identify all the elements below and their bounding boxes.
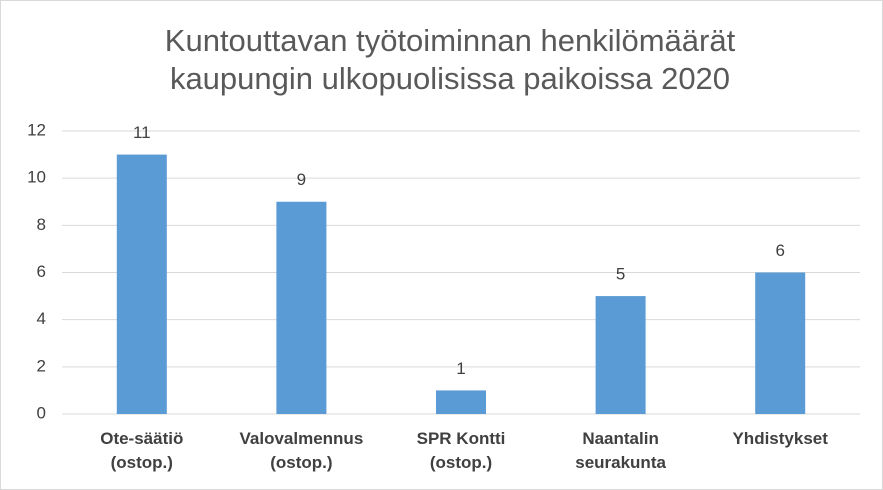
y-tick-label: 4 [37,309,46,328]
bar [595,296,646,414]
value-label: 1 [456,359,465,378]
x-tick-label: Naantalin seurakunta [575,429,666,472]
y-tick-label: 2 [37,356,46,375]
y-tick-label: 8 [37,215,46,234]
x-tick-label: Yhdistykset [732,429,828,448]
value-label: 11 [133,123,151,142]
x-tick-label: Valovalmennus (ostop.) [239,429,364,472]
chart-title: Kuntouttavan työtoiminnan henkilömäärät … [164,23,736,96]
y-tick-label: 6 [37,262,46,281]
bar [116,154,167,415]
y-tick-label: 10 [27,168,46,187]
value-label: 9 [297,170,306,189]
value-label: 6 [775,241,784,260]
bar [436,390,486,414]
value-label: 5 [616,265,625,284]
y-tick-label: 0 [37,403,46,422]
x-tick-label: SPR Kontti (ostop.) [416,429,506,472]
bar [755,272,806,414]
bar [276,201,327,414]
y-tick-label: 12 [27,120,46,139]
x-tick-label: Ote-säätiö (ostop.) [100,429,184,472]
